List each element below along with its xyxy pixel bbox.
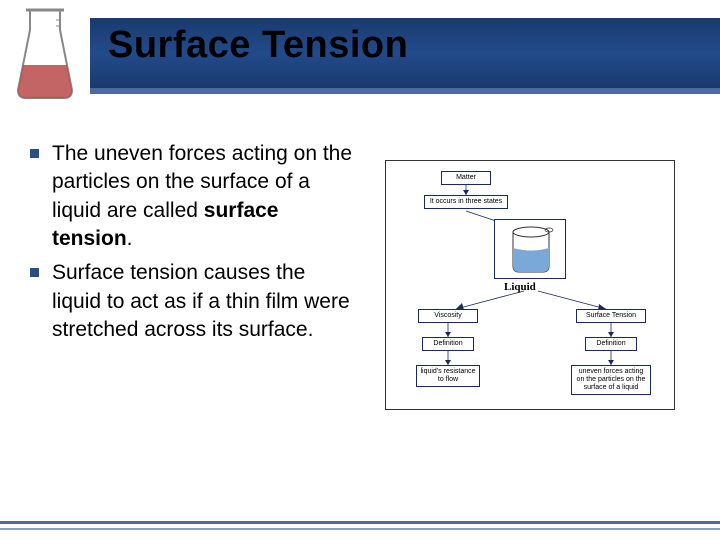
diagram-liquid-label: Liquid: [504, 281, 536, 293]
body: The uneven forces acting on the particle…: [30, 140, 690, 500]
bullet-icon: [30, 140, 52, 253]
diagram-beaker-box: [494, 219, 566, 279]
bullet-text-pre: The uneven forces acting on the particle…: [52, 142, 352, 222]
beaker-icon: [495, 220, 567, 280]
diagram-box-surface-tension: Surface Tension: [576, 309, 646, 323]
diagram-box-states: It occurs in three states: [424, 195, 508, 209]
diagram-box-def-right: Definition: [585, 337, 637, 351]
list-item: Surface tension causes the liquid to act…: [30, 259, 360, 344]
bullet-text-pre: Surface tension causes the liquid to act…: [52, 261, 350, 341]
diagram-box-def-text-right: uneven forces acting on the particles on…: [571, 365, 651, 395]
bullet-text: Surface tension causes the liquid to act…: [52, 259, 360, 344]
accent-bar: [0, 88, 720, 94]
footer-accent-bar-thin: [0, 528, 720, 530]
diagram-box-viscosity: Viscosity: [418, 309, 478, 323]
bullet-text-post: .: [127, 227, 133, 250]
diagram-box-def-left: Definition: [422, 337, 474, 351]
page-title: Surface Tension: [108, 24, 408, 67]
list-item: The uneven forces acting on the particle…: [30, 140, 360, 253]
bullet-icon: [30, 259, 52, 344]
diagram-column: Matter It occurs in three states Liquid …: [370, 140, 690, 500]
bullet-list: The uneven forces acting on the particle…: [30, 140, 370, 500]
bullet-text: The uneven forces acting on the particle…: [52, 140, 360, 253]
header: Surface Tension: [0, 0, 720, 108]
diagram-box-matter: Matter: [441, 171, 491, 185]
diagram-box-def-text-left: liquid's resistance to flow: [416, 365, 480, 387]
concept-diagram: Matter It occurs in three states Liquid …: [385, 160, 675, 410]
slide: Surface Tension The uneven forces acting…: [0, 0, 720, 540]
flask-icon-box: [0, 0, 90, 108]
footer-accent-bar: [0, 521, 720, 524]
flask-icon: [0, 0, 90, 108]
